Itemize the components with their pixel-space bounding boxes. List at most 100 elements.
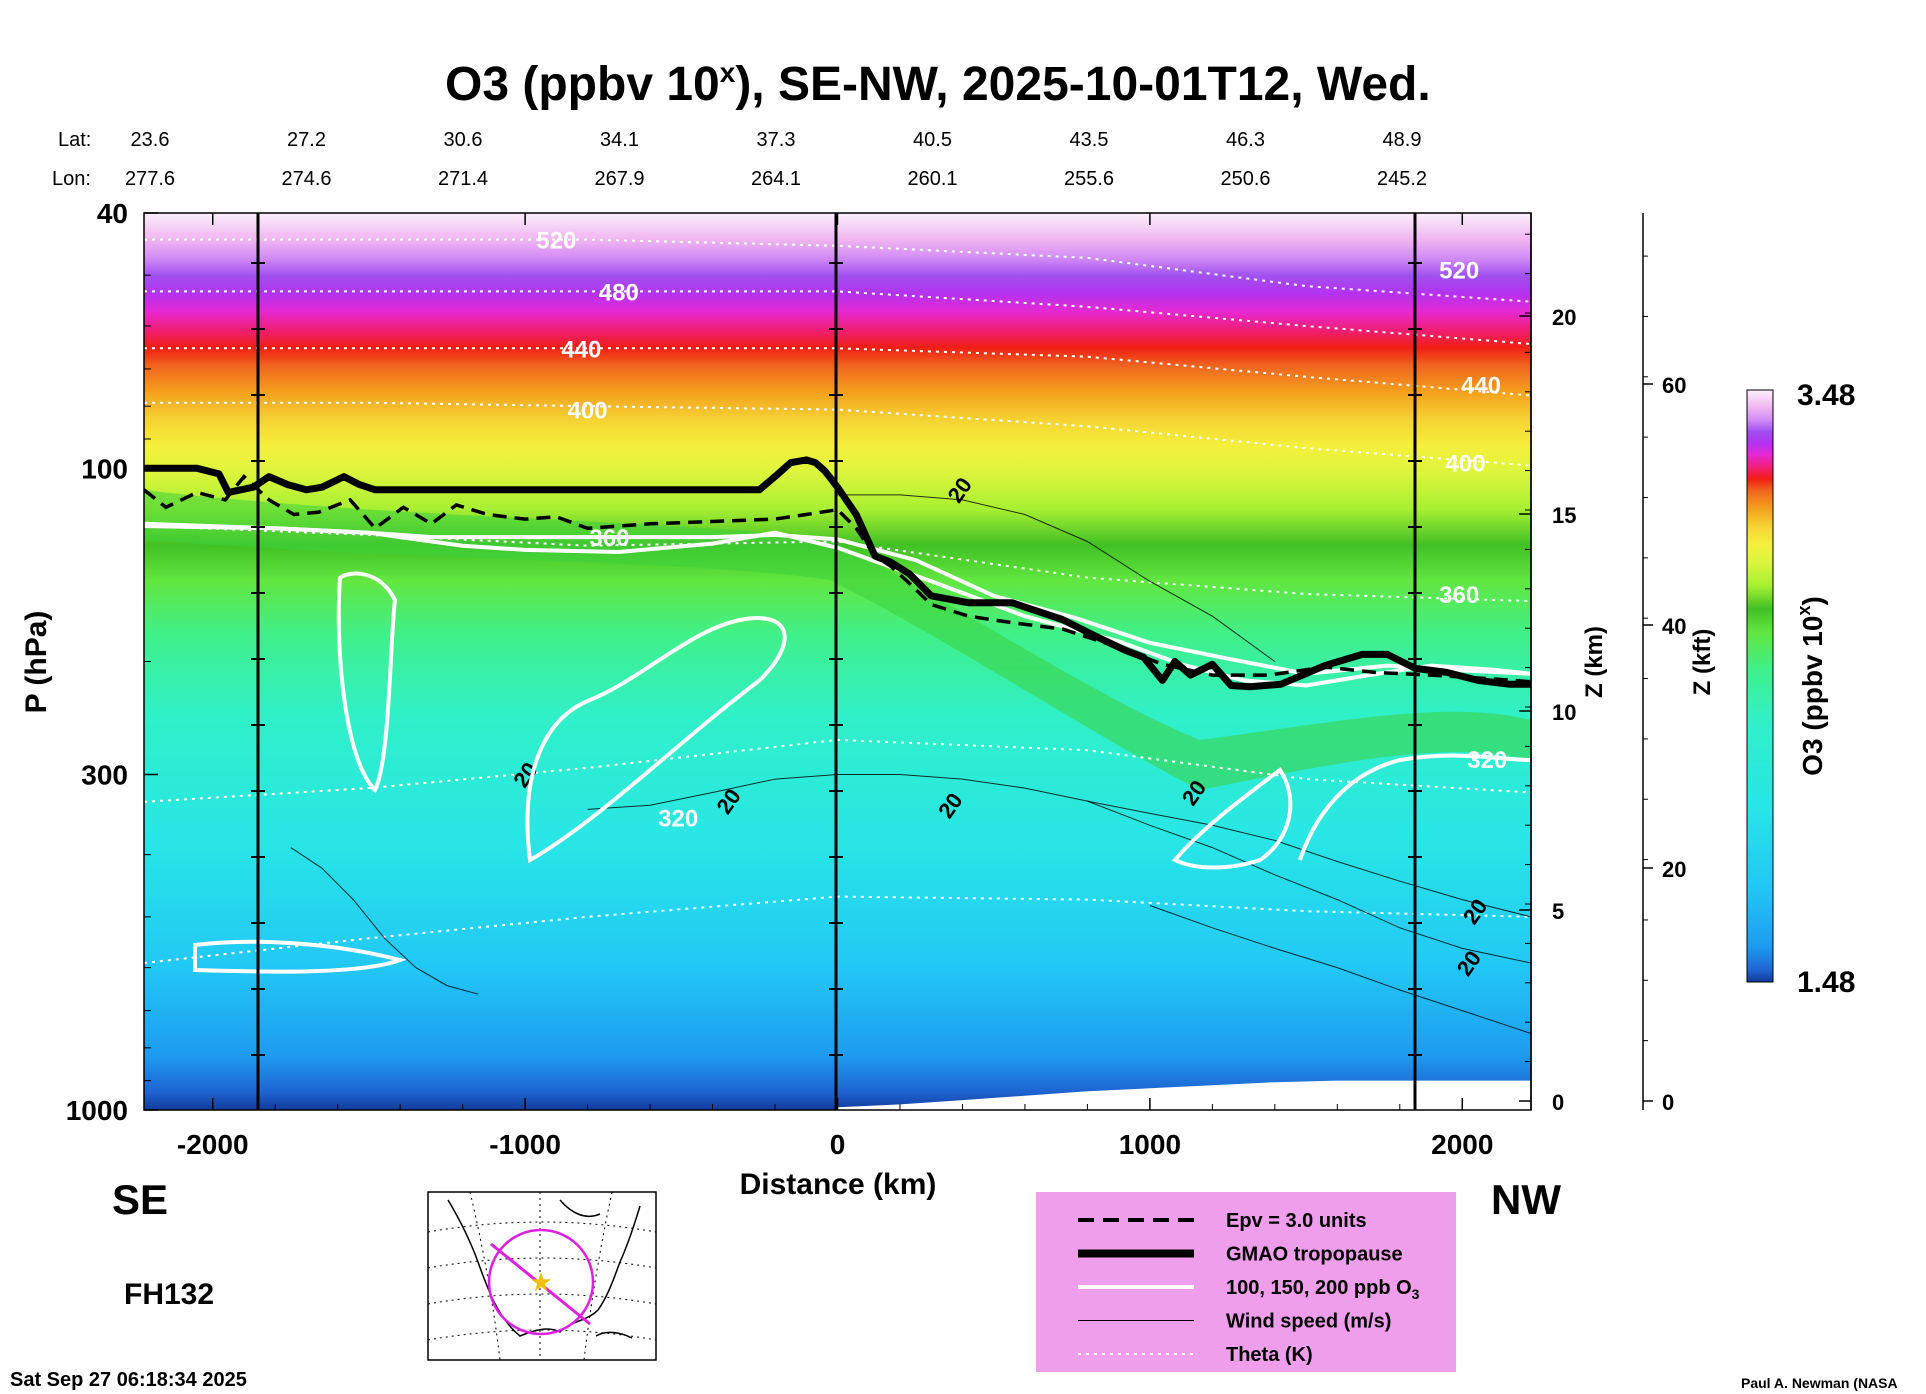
legend-label: Wind speed (m/s) [1226,1311,1391,1333]
theta-label: 440 [561,336,601,363]
lat-value: 34.1 [600,129,639,151]
theta-label: 400 [1445,451,1485,478]
forecast-hour: FH132 [124,1278,214,1311]
y-tick-label: 300 [81,759,128,790]
z-km-tick-label: 20 [1552,305,1576,330]
x-tick-label: -1000 [489,1129,561,1160]
wind-contour [1087,800,1531,964]
lon-value: 264.1 [751,168,801,190]
lon-value: 255.6 [1064,168,1114,190]
theta-label: 400 [568,398,608,425]
theta-line [144,238,1531,303]
marker-ticks [251,262,1422,1056]
z-kft-tick-label: 0 [1662,1090,1674,1115]
lat-value: 30.6 [444,129,483,151]
ozone-contour [144,524,1531,676]
lon-value: 245.2 [1377,168,1427,190]
colorbar [1746,389,1774,983]
lat-value: 48.9 [1383,129,1422,151]
x-axis-ticks: -2000 -1000 0 1000 2000 [177,213,1493,1160]
lat-value: 40.5 [913,129,952,151]
ozone-contour [1171,767,1293,870]
gmao-tropopause-line [144,456,1531,691]
theta-line [144,525,1531,603]
z-kft-ticks: 0 20 40 60 [1643,255,1686,1115]
lon-label: Lon: [52,168,91,190]
theta-label: 360 [1439,582,1479,609]
z-km-label: Z (km) [1581,626,1608,698]
lon-value: 277.6 [125,168,175,190]
wind-contour [837,494,1276,662]
chart-title: O3 (ppbv 10x), SE-NW, 2025-10-01T12, Wed… [445,57,1431,111]
ozone-contour [193,939,407,974]
lat-lon-labels: 23.6 277.6 27.2 274.6 30.6 271.4 34.1 267.9 37.3… [125,129,1427,190]
z-km-tick-label: 15 [1552,503,1576,528]
theta-label: 320 [1467,747,1507,774]
z-km-tick-label: 10 [1552,700,1576,725]
lat-value: 37.3 [757,129,796,151]
inset-map: ★ [427,1191,657,1361]
legend-label: GMAO tropopause [1226,1244,1403,1266]
theta-label: 480 [599,279,639,306]
y-tick-label: 1000 [66,1095,128,1126]
ozone-contour [1298,753,1531,861]
y-tick-label: 40 [97,198,128,229]
credit: Paul A. Newman (NASA [1741,1375,1898,1391]
ozone-contours [144,521,1531,974]
z-km-ticks: 0 5 10 15 20 [1519,233,1576,1115]
ozone-contour [144,521,1531,688]
x-tick-label: -2000 [177,1129,249,1160]
region-label-nw: NW [1491,1176,1561,1223]
legend: Epv = 3.0 units GMAO tropopause 100, 150, … [1036,1192,1456,1372]
x-tick-label: 0 [830,1129,846,1160]
z-km-tick-label: 0 [1552,1090,1564,1115]
lat-value: 43.5 [1070,129,1109,151]
lat-value: 23.6 [131,129,170,151]
inset-section-line [490,1242,591,1326]
z-km-tick-label: 5 [1552,899,1564,924]
lat-value: 46.3 [1226,129,1265,151]
z-kft-tick-label: 40 [1662,614,1686,639]
legend-label: Theta (K) [1226,1344,1313,1366]
y-axis-ticks: 40 100 300 1000 [66,198,158,1126]
theta-label: 520 [1439,258,1479,285]
colorbar-min-label: 1.48 [1797,966,1855,999]
lat-label: Lat: [58,129,91,151]
lon-value: 271.4 [438,168,488,190]
theta-line [144,401,1531,467]
lon-value: 267.9 [594,168,644,190]
timestamp: Sat Sep 27 06:18:34 2025 [10,1369,247,1391]
lon-value: 250.6 [1220,168,1270,190]
ozone-contour [525,616,787,864]
inset-center-star-icon: ★ [529,1267,552,1297]
region-label-se: SE [112,1176,168,1223]
wind-contour [1149,905,1531,1034]
theta-label: 440 [1461,372,1501,399]
wind-contour [587,774,1531,918]
y-axis-label: P (hPa) [20,611,53,714]
inset-radius-circle [487,1228,595,1336]
theta-label: 520 [536,228,576,255]
wind-contour [290,847,479,995]
lon-value: 260.1 [907,168,957,190]
lon-value: 274.6 [281,168,331,190]
y-tick-label: 100 [81,453,128,484]
terrain-mask [837,1080,1531,1110]
lat-value: 27.2 [287,129,326,151]
x-axis-label: Distance (km) [740,1168,937,1201]
x-tick-label: 1000 [1119,1129,1181,1160]
legend-label: 100, 150, 200 ppb O3 [1226,1277,1420,1302]
z-kft-tick-label: 20 [1662,857,1686,882]
ozone-contour [336,571,398,794]
z-kft-label: Z (kft) [1689,629,1716,696]
z-kft-tick-label: 60 [1662,373,1686,398]
colorbar-label: O3 (ppbv 10x) [1794,596,1828,776]
legend-label: Epv = 3.0 units [1226,1210,1367,1232]
theta-line [144,347,1531,397]
theta-line [144,290,1531,345]
colorbar-max-label: 3.48 [1797,379,1855,412]
x-tick-label: 2000 [1431,1129,1493,1160]
theta-label: 320 [658,805,698,832]
